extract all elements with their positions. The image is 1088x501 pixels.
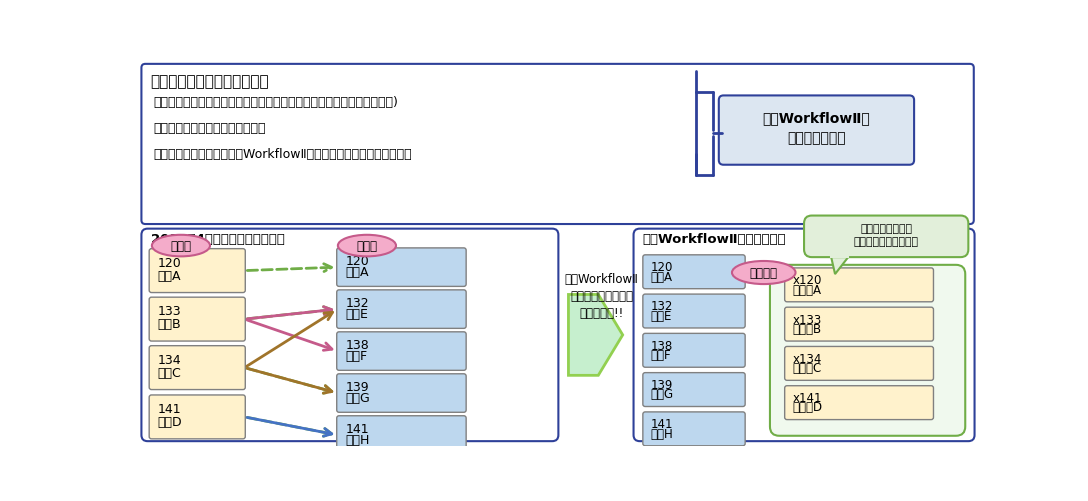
Text: 旧部署D: 旧部署D: [792, 401, 823, 414]
Ellipse shape: [152, 235, 210, 257]
Text: 部署E: 部署E: [651, 309, 672, 322]
Text: 部署A: 部署A: [345, 266, 369, 279]
Text: 大掛かりな組織変更への対応: 大掛かりな組織変更への対応: [150, 74, 269, 89]
Text: 138: 138: [651, 339, 672, 352]
FancyBboxPatch shape: [149, 249, 245, 293]
Text: 部署G: 部署G: [651, 388, 673, 401]
FancyBboxPatch shape: [784, 347, 934, 381]
Text: 134: 134: [158, 353, 182, 366]
Text: x133: x133: [792, 313, 821, 326]
Text: 変更後: 変更後: [357, 239, 378, 253]
Text: 139: 139: [345, 380, 369, 393]
Text: 141: 141: [158, 402, 182, 415]
FancyBboxPatch shape: [643, 334, 745, 368]
FancyBboxPatch shape: [784, 308, 934, 341]
FancyBboxPatch shape: [804, 216, 968, 258]
FancyBboxPatch shape: [633, 229, 975, 441]
Text: 旧部署A: 旧部署A: [792, 283, 821, 296]
Text: 138: 138: [345, 338, 369, 351]
Text: 部署A: 部署A: [651, 270, 672, 283]
Text: 120: 120: [345, 255, 369, 268]
Text: 楽々WorkflowⅡ上の組織情報: 楽々WorkflowⅡ上の組織情報: [643, 233, 787, 246]
Text: 楽々WorkflowⅡの
標準機能で対応: 楽々WorkflowⅡの 標準機能で対応: [763, 111, 870, 144]
Text: 部署A: 部署A: [158, 269, 182, 282]
FancyBboxPatch shape: [784, 386, 934, 420]
FancyBboxPatch shape: [643, 256, 745, 289]
Text: 旧部署B: 旧部署B: [792, 322, 821, 335]
Text: 部署C: 部署C: [158, 366, 182, 379]
FancyBboxPatch shape: [141, 229, 558, 441]
Polygon shape: [831, 258, 849, 275]
Text: 132: 132: [345, 297, 369, 310]
Text: 2019年4月の組織変更（抜粋）: 2019年4月の組織変更（抜粋）: [151, 233, 285, 246]
Polygon shape: [568, 295, 622, 376]
Ellipse shape: [338, 235, 396, 257]
Text: 過去帳票の閲覧が
必要な人を所属させる: 過去帳票の閲覧が 必要な人を所属させる: [854, 224, 918, 247]
Text: 楽々WorkflowⅡ
はグループコードの
変更も可能!!: 楽々WorkflowⅡ はグループコードの 変更も可能!!: [565, 272, 639, 319]
Text: 廃止済み: 廃止済み: [750, 267, 778, 280]
Text: ・本部組織の見直しへの対応（人事データと連動する店番の変更もあり): ・本部組織の見直しへの対応（人事データと連動する店番の変更もあり): [153, 96, 398, 108]
FancyBboxPatch shape: [784, 269, 934, 302]
FancyBboxPatch shape: [149, 298, 245, 341]
Text: ・過去帳票を閲覧することが必要: ・過去帳票を閲覧することが必要: [153, 122, 265, 135]
Text: x120: x120: [792, 274, 821, 287]
FancyBboxPatch shape: [719, 96, 914, 165]
Text: 部署H: 部署H: [345, 433, 370, 446]
Text: 部署E: 部署E: [345, 307, 368, 320]
FancyBboxPatch shape: [336, 290, 466, 329]
FancyBboxPatch shape: [336, 248, 466, 287]
Text: 133: 133: [158, 305, 182, 318]
Text: 141: 141: [345, 422, 369, 435]
Ellipse shape: [732, 262, 795, 285]
FancyBboxPatch shape: [149, 395, 245, 439]
Text: 部署B: 部署B: [158, 318, 182, 331]
Text: 139: 139: [651, 378, 673, 391]
Text: 部署H: 部署H: [651, 427, 673, 440]
FancyBboxPatch shape: [149, 346, 245, 390]
FancyBboxPatch shape: [643, 295, 745, 328]
FancyBboxPatch shape: [336, 374, 466, 412]
Text: 部署D: 部署D: [158, 415, 183, 428]
FancyBboxPatch shape: [141, 65, 974, 224]
Text: x134: x134: [792, 352, 821, 365]
Text: 部署G: 部署G: [345, 391, 370, 404]
Text: 120: 120: [158, 256, 182, 269]
Text: 141: 141: [651, 417, 673, 430]
Text: 120: 120: [651, 261, 673, 274]
Text: 部署F: 部署F: [651, 348, 671, 361]
Text: 旧部署C: 旧部署C: [792, 361, 821, 374]
Text: x141: x141: [792, 391, 821, 404]
Text: 変更前: 変更前: [171, 239, 191, 253]
Text: 132: 132: [651, 300, 673, 313]
FancyBboxPatch shape: [336, 416, 466, 454]
Text: ・ユーザ情報の店番と楽々WorkflowⅡのグループコードを対応させる: ・ユーザ情報の店番と楽々WorkflowⅡのグループコードを対応させる: [153, 148, 411, 161]
FancyBboxPatch shape: [643, 373, 745, 407]
FancyBboxPatch shape: [336, 332, 466, 371]
FancyBboxPatch shape: [770, 266, 965, 436]
FancyBboxPatch shape: [643, 412, 745, 446]
Text: 部署F: 部署F: [345, 349, 368, 362]
